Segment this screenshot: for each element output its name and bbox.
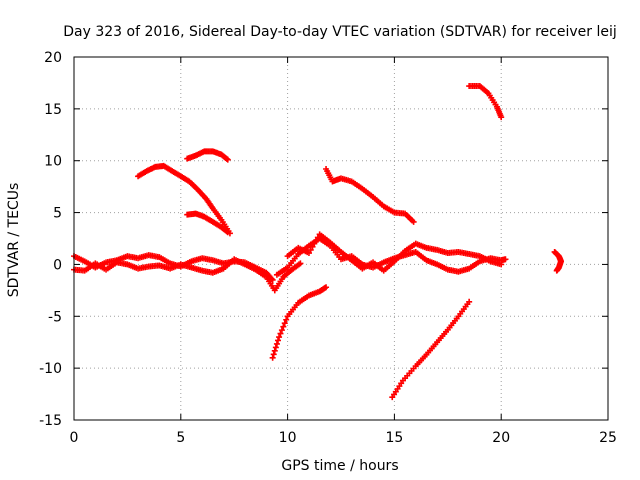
data-point [277,330,284,337]
ticks: 0 5 10 15 20 25 -15 -10 -5 0 5 10 15 20 [39,50,617,446]
data-point [311,240,318,247]
y-axis-label: SDTVAR / TECUs [6,183,22,298]
data-point [272,344,279,351]
y-tick-label: -15 [39,413,62,429]
series-arc-cluster-near-zero-d [284,231,505,274]
data-point [271,347,278,354]
series-arc-late-short [551,248,565,274]
data-point [498,114,505,121]
series-arc-high-left [135,162,233,237]
y-tick-label: 10 [44,154,62,170]
y-tick-label: 0 [53,257,62,273]
x-tick-label: 10 [279,430,297,446]
data-point [269,276,276,283]
y-tick-label: -10 [39,361,62,377]
data-point [276,334,283,341]
data-point [223,228,230,235]
data-point [314,234,321,241]
y-tick-label: 5 [53,206,62,222]
x-tick-label: 15 [385,430,403,446]
data-point [553,267,560,274]
x-tick-label: 0 [70,430,79,446]
data-point [309,243,316,250]
data-point [273,340,280,347]
series-arc-high-12h [323,166,417,225]
x-tick-label: 20 [492,430,510,446]
series-arc-deep-low [389,298,473,401]
data-point [498,261,505,268]
y-tick-label: -5 [48,309,62,325]
data-point [223,155,230,162]
data-point [410,218,417,225]
data-point [313,237,320,244]
chart-title: Day 323 of 2016, Sidereal Day-to-day VTE… [63,24,617,40]
data-point [297,260,304,267]
data-point [305,250,312,257]
data-point [307,246,314,253]
grid [74,57,608,420]
plot-area [71,83,565,401]
data-point [274,337,281,344]
data-point [281,320,288,327]
series-arc-mid-left-low [184,210,231,236]
data-point [224,156,231,163]
y-tick-label: 20 [44,50,62,66]
data-point [323,284,330,291]
axes-frame [73,56,609,421]
data-point [466,298,473,305]
data-point [278,327,285,334]
data-point [502,256,509,263]
data-point [280,323,287,330]
y-tick-label: 15 [44,102,62,118]
data-point [224,229,231,236]
x-tick-label: 25 [599,430,617,446]
series-arc-descend-9h [269,284,330,361]
x-tick-label: 5 [176,430,185,446]
series-arc-peak-6h [184,148,231,163]
series-arc-top-right [466,83,505,121]
plot-frame [73,56,609,421]
series-arc-cluster-near-zero-b [71,256,304,294]
data-point [269,354,276,361]
x-axis-label: GPS time / hours [281,458,398,474]
data-point [270,351,277,358]
data-point [283,316,290,323]
